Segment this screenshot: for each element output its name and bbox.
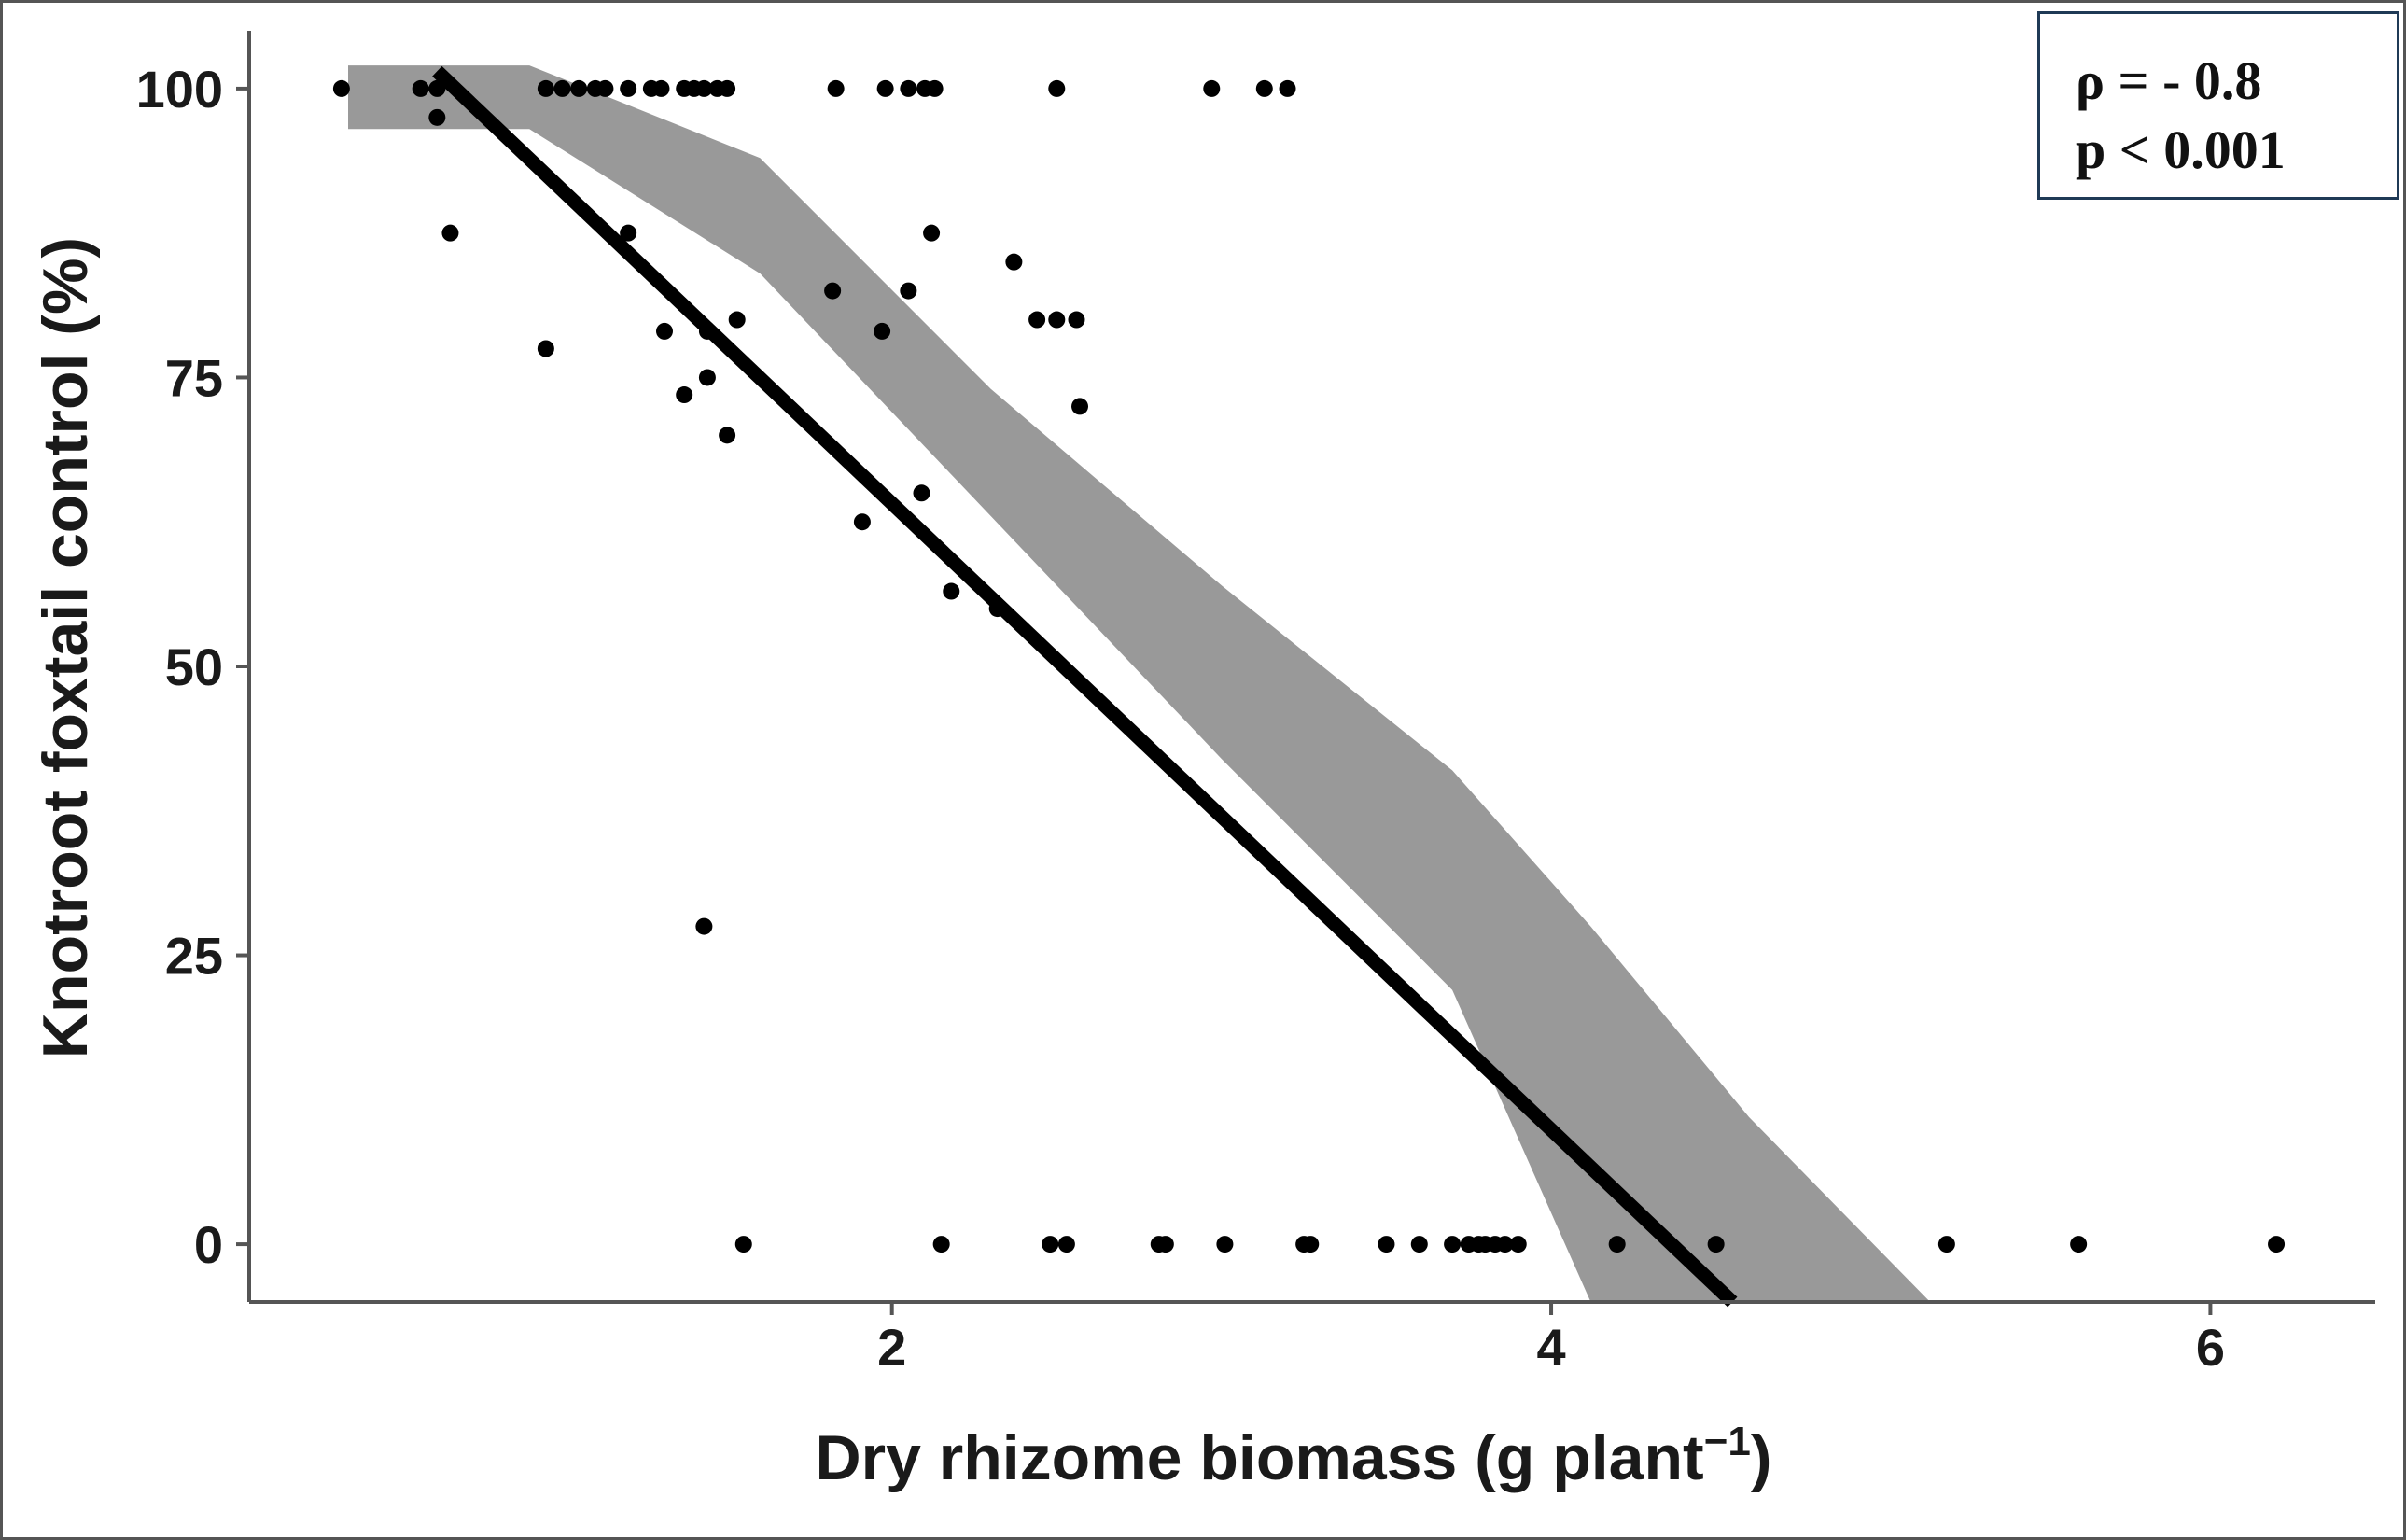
data-point — [1496, 1236, 1514, 1253]
data-point — [620, 79, 637, 97]
y-tick-label: 50 — [165, 637, 223, 696]
data-point — [537, 340, 554, 357]
data-point — [620, 224, 637, 242]
data-point — [676, 386, 693, 404]
x-axis-title-superscript: −1 — [1704, 1419, 1751, 1464]
data-point — [734, 1236, 752, 1253]
data-point — [1410, 1236, 1428, 1253]
data-point — [719, 79, 736, 97]
y-tick-label: 25 — [165, 927, 223, 986]
x-axis-title-suffix: ) — [1751, 1422, 1772, 1493]
data-point — [824, 282, 842, 300]
data-point — [1255, 79, 1273, 97]
data-point — [900, 79, 917, 97]
regression-line — [432, 65, 1738, 1308]
data-point — [923, 224, 941, 242]
data-point — [1203, 79, 1221, 97]
x-tick-label: 6 — [2196, 1318, 2225, 1377]
data-point — [1444, 1236, 1462, 1253]
y-axis-title: Knotroot foxtail control (%) — [30, 237, 101, 1058]
data-point — [900, 282, 917, 300]
y-tick-label: 100 — [136, 60, 223, 119]
data-point — [428, 79, 446, 97]
data-point — [656, 322, 674, 340]
data-point — [926, 79, 944, 97]
x-tick-label: 2 — [877, 1318, 906, 1377]
data-point — [1608, 1236, 1626, 1253]
data-point — [428, 108, 446, 126]
data-point — [913, 484, 930, 502]
data-point — [1057, 1236, 1075, 1253]
data-points-layer — [332, 79, 2286, 1253]
data-point — [827, 79, 845, 97]
data-point — [2070, 1236, 2088, 1253]
data-point — [1028, 311, 1046, 329]
data-point — [1378, 1236, 1395, 1253]
stats-annotation-box: ρ = - 0.8 p < 0.001 — [2037, 11, 2399, 200]
data-point — [876, 79, 894, 97]
data-point — [1005, 253, 1023, 271]
data-point — [1156, 1236, 1174, 1253]
data-point — [553, 79, 571, 97]
scatter-plot: 0 25 50 75 100 2 4 6 Dry rhizome biomass (g pla… — [30, 31, 2375, 1493]
data-point — [728, 311, 746, 329]
data-point — [988, 600, 1006, 618]
confidence-band-layer — [348, 65, 1931, 1303]
data-point — [1302, 1236, 1320, 1253]
data-point — [874, 322, 891, 340]
data-point — [695, 917, 713, 935]
data-point — [1071, 398, 1089, 415]
data-point — [698, 369, 716, 386]
data-point — [1707, 1236, 1725, 1253]
data-point — [1068, 311, 1085, 329]
data-point — [943, 582, 960, 600]
data-point — [441, 224, 459, 242]
y-tick-label: 75 — [165, 348, 223, 407]
x-tick-label: 4 — [1536, 1318, 1565, 1377]
ticks-layer: 0 25 50 75 100 2 4 6 — [136, 60, 2225, 1377]
rho-label: ρ = - 0.8 — [2076, 50, 2262, 111]
p-value-label: p < 0.001 — [2076, 119, 2286, 180]
x-axis-title-main: Dry rhizome biomass (g plant — [816, 1422, 1704, 1493]
x-axis-title: Dry rhizome biomass (g plant−1) — [816, 1419, 1772, 1493]
data-point — [719, 427, 736, 444]
data-point — [1937, 1236, 1955, 1253]
data-point — [1048, 311, 1066, 329]
confidence-band — [348, 65, 1931, 1303]
data-point — [332, 79, 350, 97]
data-point — [596, 79, 614, 97]
data-point — [853, 513, 871, 531]
data-point — [1279, 79, 1296, 97]
data-point — [570, 79, 588, 97]
fit-line-layer — [432, 65, 1738, 1308]
data-point — [1048, 79, 1066, 97]
data-point — [2268, 1236, 2286, 1253]
data-point — [1509, 1236, 1527, 1253]
data-point — [1042, 1236, 1059, 1253]
y-tick-label: 0 — [194, 1215, 223, 1274]
data-point — [652, 79, 670, 97]
data-point — [695, 79, 713, 97]
data-point — [698, 322, 716, 340]
data-point — [932, 1236, 950, 1253]
data-point — [537, 79, 554, 97]
data-point — [412, 79, 429, 97]
data-point — [1216, 1236, 1234, 1253]
